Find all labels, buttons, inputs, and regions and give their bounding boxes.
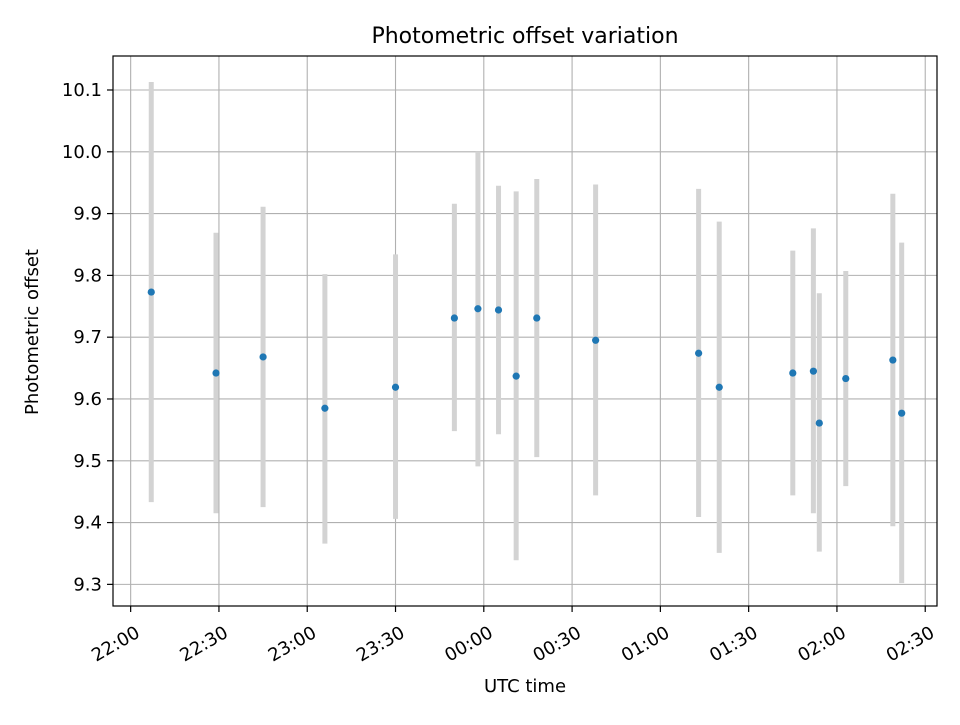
y-tick-label: 9.4 (73, 513, 102, 534)
y-tick-label: 9.5 (73, 451, 102, 472)
data-point (512, 372, 520, 380)
y-tick-label: 9.6 (73, 389, 102, 410)
y-axis-label: Photometric offset (22, 249, 43, 415)
data-point (259, 353, 267, 361)
y-tick-label: 10.1 (62, 80, 102, 101)
x-axis-label: UTC time (484, 676, 566, 697)
y-tick-label: 9.9 (73, 204, 102, 225)
data-point (842, 374, 850, 383)
data-point (450, 314, 458, 322)
data-point (898, 409, 906, 417)
data-point (533, 314, 541, 322)
plot-frame (112, 55, 938, 607)
marker-layer (147, 288, 906, 427)
data-point (715, 383, 723, 391)
y-tick-label: 9.8 (73, 265, 102, 286)
data-point (809, 367, 818, 375)
data-point (695, 349, 703, 357)
grid-layer (113, 56, 937, 606)
data-point (147, 288, 155, 296)
y-tick-label: 10.0 (62, 142, 102, 163)
data-point (815, 419, 823, 427)
data-point (321, 404, 329, 412)
data-point (391, 383, 400, 391)
y-tick-label: 9.7 (73, 327, 102, 348)
data-point (494, 306, 503, 314)
data-point (789, 369, 797, 377)
data-point (474, 305, 482, 313)
data-point (889, 356, 897, 364)
chart-title: Photometric offset variation (371, 24, 678, 49)
data-point (212, 369, 220, 377)
y-tick-label: 9.3 (73, 574, 102, 595)
data-point (592, 336, 600, 344)
